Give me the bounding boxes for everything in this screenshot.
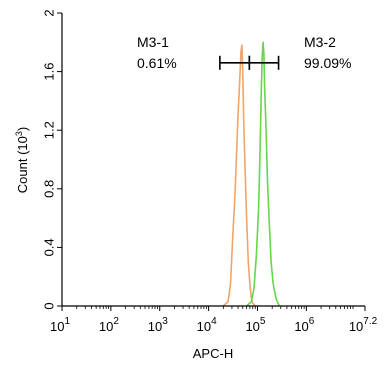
x-tick-label: 103	[148, 316, 168, 334]
gate-name-label: M3-2	[304, 34, 336, 50]
y-tick-label: 1.6	[42, 63, 57, 81]
histogram-series	[246, 41, 281, 307]
gate-name-label: M3-1	[137, 34, 169, 50]
y-tick-label: 0	[42, 302, 57, 309]
x-tick-label: 105	[245, 316, 265, 334]
x-tick-label: 104	[197, 316, 217, 334]
gate-percent-label: 0.61%	[137, 55, 177, 71]
y-tick-label: 0.8	[42, 180, 57, 198]
x-tick-label: 106	[294, 316, 314, 334]
x-tick-label: 101	[50, 316, 70, 334]
histogram-series	[222, 44, 256, 307]
gate-percent-label: 99.09%	[304, 55, 351, 71]
y-axis-label: Count (103)	[14, 127, 30, 193]
y-tick-label: 0.4	[42, 238, 57, 256]
x-axis-label: APC-H	[193, 346, 233, 361]
x-tick-label: 102	[99, 316, 119, 334]
y-tick-label: 1.2	[42, 121, 57, 139]
svg-text:Count (103): Count (103)	[14, 127, 30, 193]
x-tick-label: 107.2	[349, 316, 378, 334]
y-tick-label: 2	[42, 9, 57, 16]
